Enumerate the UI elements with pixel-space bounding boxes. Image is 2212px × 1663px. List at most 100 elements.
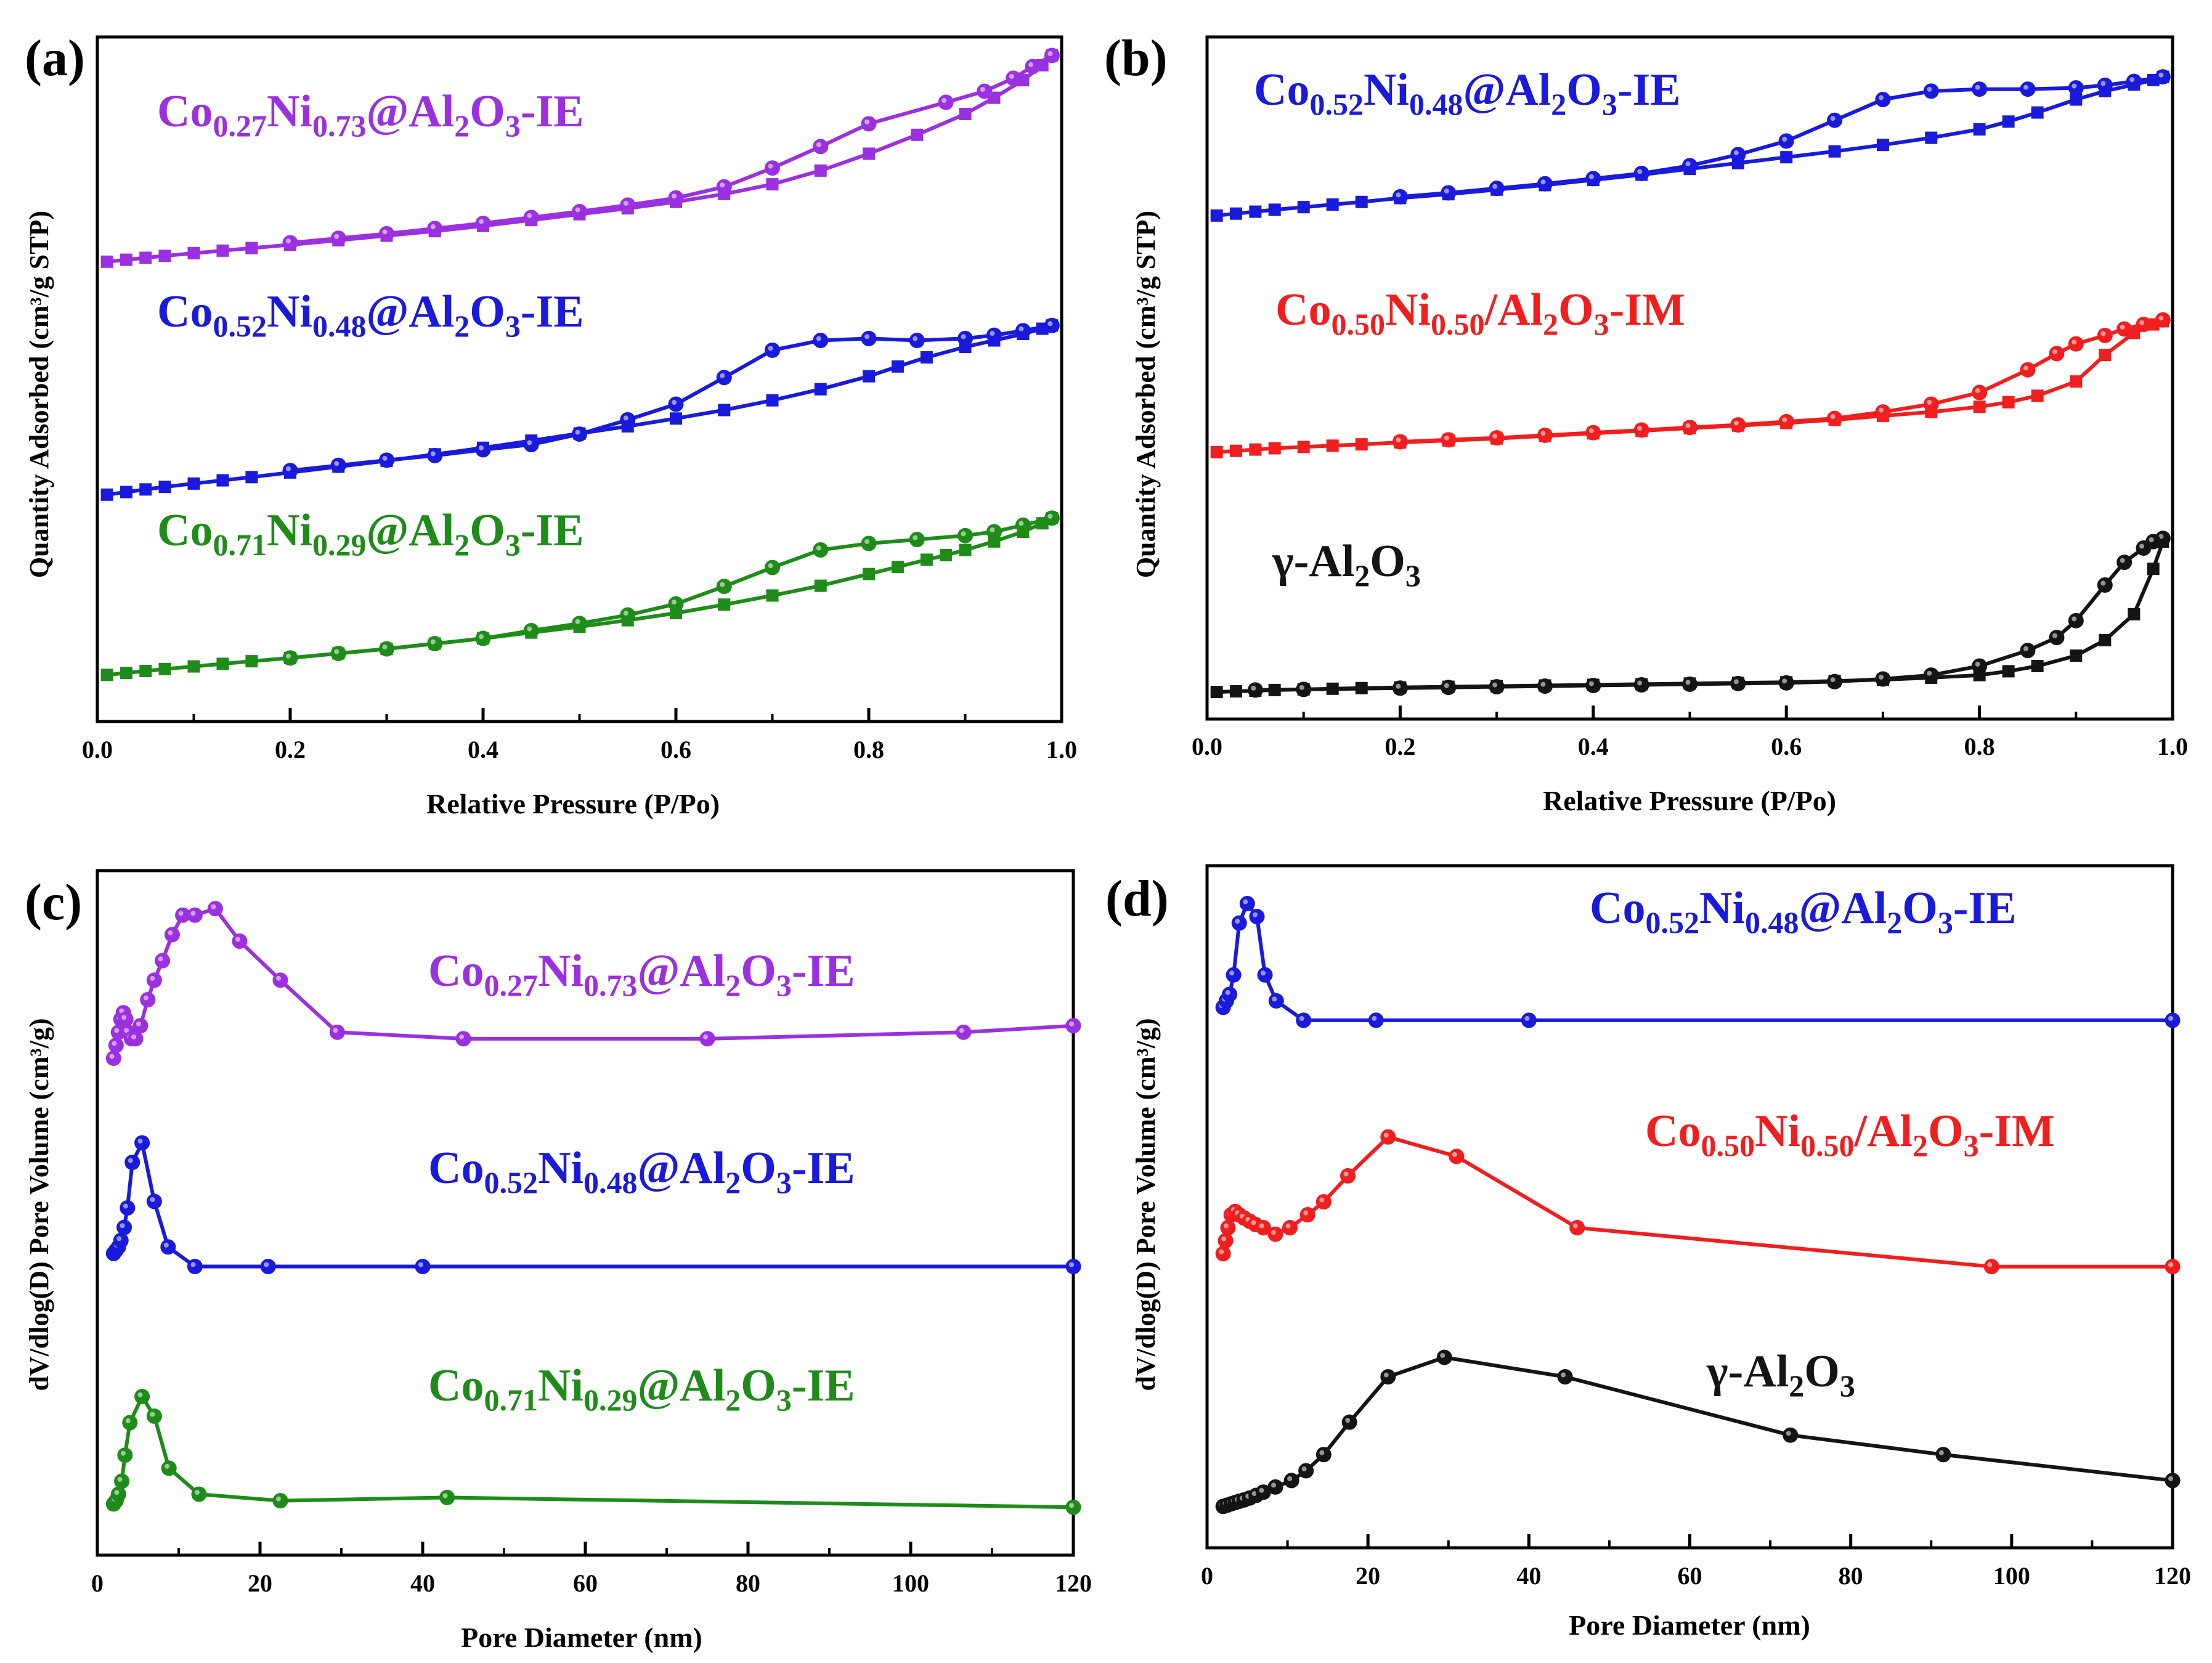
data-point-highlight	[1243, 899, 1248, 905]
label-subscript: 2	[454, 108, 470, 143]
panel-c-xlabel: Pore Diameter (nm)	[461, 1622, 702, 1653]
data-point-circle	[1537, 678, 1553, 694]
data-point-highlight	[1251, 685, 1256, 691]
data-point-highlight	[672, 600, 677, 605]
data-point-circle	[668, 190, 684, 206]
panel-c-series	[105, 901, 1081, 1515]
label-subscript: 0.52	[1645, 905, 1699, 940]
panel-a-series	[100, 47, 1060, 681]
data-point-circle	[2097, 577, 2113, 593]
data-point-square	[1326, 198, 1339, 211]
label-text: /Al	[1484, 285, 1543, 335]
data-point-highlight	[2158, 72, 2164, 78]
data-point-highlight	[1319, 1197, 1325, 1203]
data-point-highlight	[672, 400, 677, 405]
data-point-circle	[765, 559, 780, 575]
data-point-circle	[187, 1258, 203, 1274]
data-point-highlight	[623, 415, 628, 421]
data-point-highlight	[2139, 320, 2144, 325]
label-text: Co	[428, 1360, 484, 1411]
x-tick-label: 0	[91, 1569, 104, 1597]
label-text: Ni	[1385, 285, 1431, 335]
data-point-highlight	[575, 207, 580, 213]
data-point-circle	[1044, 47, 1060, 63]
data-point-square	[1355, 438, 1368, 451]
data-point-circle	[116, 1219, 132, 1235]
data-point-highlight	[913, 535, 918, 540]
label-text: @Al	[366, 505, 454, 556]
data-point-highlight	[1252, 912, 1258, 917]
panel-d-label: (d)	[1105, 870, 1169, 927]
data-point-highlight	[980, 87, 985, 92]
data-point-circle	[956, 1024, 972, 1040]
data-point-square	[1973, 123, 1986, 136]
data-point-circle	[1682, 420, 1698, 436]
data-point-highlight	[2072, 616, 2077, 622]
x-tick-label: 80	[736, 1569, 760, 1597]
data-point-square	[940, 549, 953, 562]
data-point-square	[1828, 145, 1841, 158]
data-point-circle	[813, 333, 829, 349]
label-text: Co	[428, 1143, 484, 1193]
data-point-circle	[813, 139, 829, 155]
data-point-highlight	[1299, 685, 1304, 690]
data-point-square	[766, 394, 779, 407]
data-point-circle	[1489, 430, 1505, 446]
data-point-circle	[124, 1155, 140, 1171]
data-point-circle	[155, 953, 171, 969]
data-point-highlight	[158, 956, 163, 962]
data-point-highlight	[1444, 435, 1449, 441]
data-point-square	[1230, 685, 1243, 698]
data-point-circle	[2068, 612, 2084, 628]
label-text: @Al	[637, 946, 725, 996]
data-point-highlight	[1287, 1476, 1293, 1481]
data-point-square	[158, 481, 171, 494]
x-tick-label: 0.2	[275, 736, 306, 763]
x-tick-label: 0.4	[1578, 733, 1609, 760]
x-tick-label: 60	[573, 1569, 598, 1597]
data-point-highlight	[1271, 1230, 1276, 1235]
data-point-square	[1876, 139, 1889, 152]
data-point-circle	[427, 447, 443, 463]
series-1	[100, 47, 1060, 268]
label-text: Co	[157, 287, 213, 337]
label-subscript: 2	[454, 527, 470, 562]
label-text: Ni	[267, 287, 312, 337]
data-point-highlight	[1733, 420, 1739, 426]
data-point-circle	[2020, 643, 2036, 659]
data-point-highlight	[1878, 675, 1884, 680]
data-point-highlight	[235, 937, 240, 942]
data-point-square	[2070, 649, 2083, 662]
data-point-circle	[1268, 993, 1284, 1009]
label-text: Ni	[1364, 65, 1409, 115]
label-subscript: 0.52	[484, 1165, 538, 1200]
data-point-highlight	[1830, 116, 1836, 121]
label-subscript: 3	[776, 1383, 792, 1417]
data-point-highlight	[2100, 331, 2106, 336]
panel-d-legend: Co0.52Ni0.48@Al2O3-IECo0.50Ni0.50/Al2O3-…	[1590, 883, 2055, 1403]
data-point-highlight	[816, 336, 821, 341]
data-point-square	[959, 543, 972, 556]
data-point-highlight	[1272, 996, 1277, 1002]
data-point-square	[920, 351, 933, 364]
data-point-circle	[716, 579, 732, 595]
data-point-highlight	[720, 582, 725, 587]
data-point-circle	[146, 972, 162, 988]
series-3	[100, 510, 1060, 681]
data-point-highlight	[720, 182, 725, 188]
data-point-circle	[132, 1018, 148, 1034]
data-point-circle	[1569, 1220, 1585, 1236]
data-point-circle	[2020, 362, 2036, 378]
data-point-highlight	[990, 331, 995, 336]
data-point-circle	[2020, 81, 2036, 97]
data-point-highlight	[1343, 1171, 1349, 1177]
label-text: O	[1804, 1346, 1840, 1397]
data-point-highlight	[1261, 970, 1266, 976]
data-point-circle	[1249, 909, 1265, 925]
data-point-highlight	[1975, 388, 1980, 394]
label-text: Ni	[538, 1143, 583, 1193]
label-text: Ni	[1699, 883, 1745, 933]
panel-a-x-ticks: 0.0 0.2 0.4 0.6 0.8 1.0	[82, 708, 1077, 763]
data-point-circle	[146, 1408, 162, 1424]
data-point-highlight	[286, 238, 291, 244]
